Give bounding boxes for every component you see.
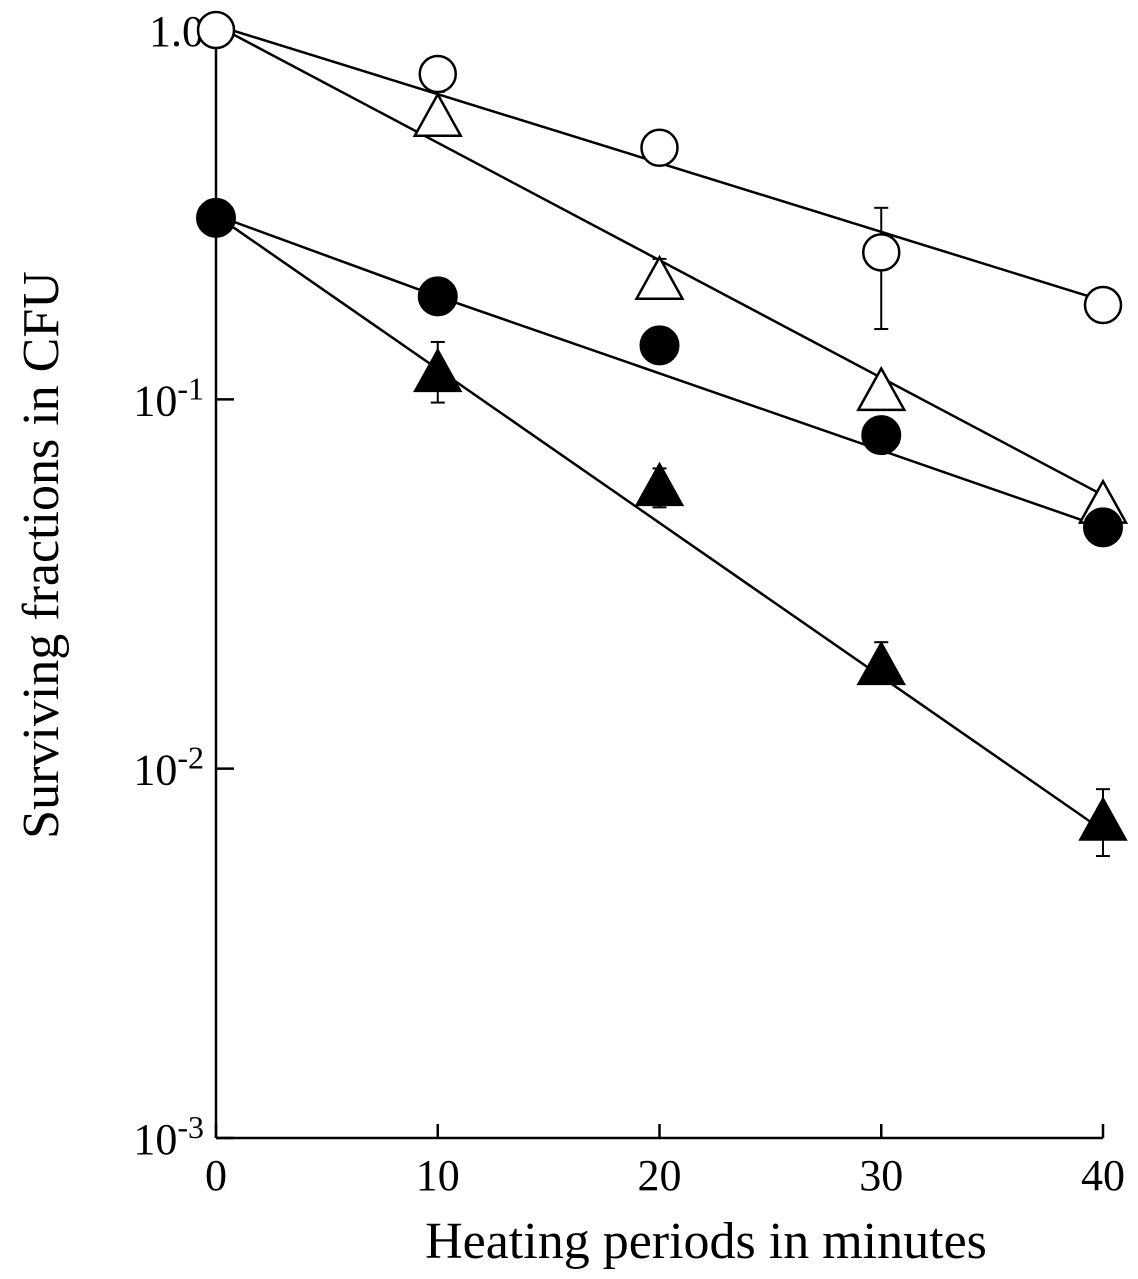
data-point-filled-triangle <box>856 640 906 686</box>
y-tick-label: 1.0 <box>149 7 204 56</box>
data-point-filled-circle <box>639 325 680 366</box>
x-tick-label: 40 <box>1081 1151 1125 1200</box>
data-point-filled-circle <box>417 276 458 317</box>
fit-line-filled-triangle <box>215 214 1104 832</box>
data-point-open-triangle <box>634 254 685 300</box>
data-markers <box>196 10 1129 841</box>
data-point-filled-circle <box>196 197 236 238</box>
y-tick-label: 10-1 <box>133 370 204 425</box>
data-point-filled-triangle <box>634 461 685 507</box>
data-point-open-circle <box>1083 285 1123 325</box>
x-tick-label: 30 <box>859 1151 903 1200</box>
data-point-open-circle <box>862 233 901 272</box>
axes <box>214 30 1103 1140</box>
x-ticks: 0 10 20 30 40 <box>205 1124 1125 1200</box>
data-point-open-triangle <box>856 365 907 412</box>
data-point-open-circle <box>196 10 236 50</box>
data-point-filled-circle <box>1083 507 1123 548</box>
data-point-filled-triangle <box>1078 796 1128 841</box>
x-tick-label: 20 <box>638 1151 682 1200</box>
x-tick-label: 0 <box>205 1151 227 1200</box>
data-point-open-circle <box>640 128 679 167</box>
data-point-open-triangle <box>412 91 463 138</box>
y-tick-label: 10-3 <box>133 1109 204 1164</box>
y-ticks: 1.0 10-1 10-2 10-3 <box>133 7 234 1164</box>
error-bars <box>430 60 1110 858</box>
y-axis-title: Surviving fractions in CFU <box>13 271 70 839</box>
x-tick-label: 10 <box>416 1151 460 1200</box>
data-point-filled-circle <box>861 415 902 456</box>
data-point-filled-triangle <box>413 347 463 393</box>
x-axis-title: Heating periods in minutes <box>425 1213 987 1270</box>
y-tick-label: 10-2 <box>133 740 204 795</box>
data-point-open-circle <box>418 54 457 94</box>
